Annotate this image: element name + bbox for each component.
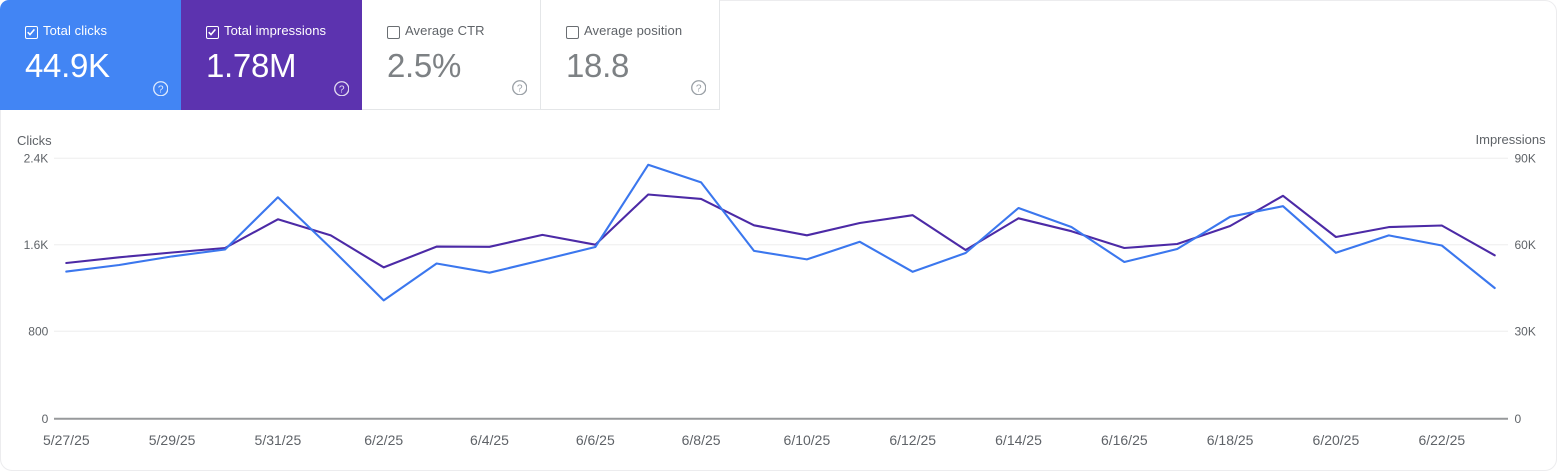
svg-text:0: 0 [42,412,49,426]
svg-text:0: 0 [1515,412,1522,426]
svg-text:?: ? [338,84,344,95]
svg-text:5/29/25: 5/29/25 [149,432,196,448]
svg-text:6/8/25: 6/8/25 [682,432,721,448]
svg-text:6/10/25: 6/10/25 [784,432,831,448]
svg-text:6/16/25: 6/16/25 [1101,432,1148,448]
svg-text:Impressions: Impressions [1476,132,1547,147]
svg-text:6/14/25: 6/14/25 [995,432,1042,448]
svg-text:60K: 60K [1515,238,1536,252]
svg-text:1.6K: 1.6K [24,238,49,252]
svg-text:6/20/25: 6/20/25 [1313,432,1360,448]
svg-text:2.4K: 2.4K [24,152,49,166]
svg-text:?: ? [157,84,163,95]
svg-text:800: 800 [28,325,48,339]
svg-text:6/4/25: 6/4/25 [470,432,509,448]
svg-text:6/6/25: 6/6/25 [576,432,615,448]
svg-text:6/2/25: 6/2/25 [364,432,403,448]
svg-text:30K: 30K [1515,325,1536,339]
svg-text:6/12/25: 6/12/25 [889,432,936,448]
svg-text:?: ? [695,83,701,94]
svg-text:Clicks: Clicks [17,133,52,148]
svg-text:6/22/25: 6/22/25 [1418,432,1465,448]
svg-text:5/31/25: 5/31/25 [255,432,302,448]
svg-text:90K: 90K [1515,152,1536,166]
svg-text:6/18/25: 6/18/25 [1207,432,1254,448]
svg-text:?: ? [516,83,522,94]
svg-text:5/27/25: 5/27/25 [43,432,90,448]
